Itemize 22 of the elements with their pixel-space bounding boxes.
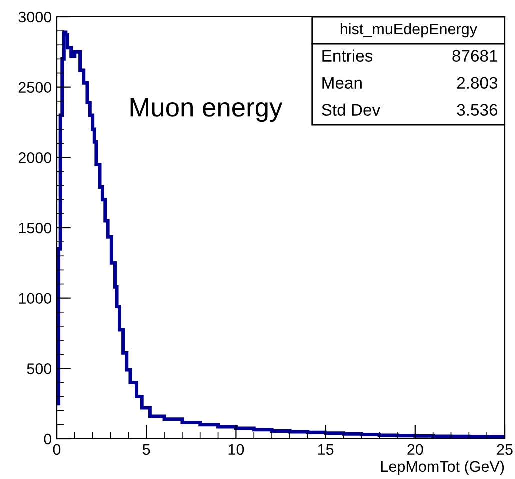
annotation: Std Dev [322, 104, 381, 116]
x-tick-label: 10 [228, 444, 244, 456]
x-axis-title: LepMomTot (GeV) [381, 460, 504, 476]
y-tick-label: 2000 [18, 152, 52, 164]
y-tick-label: 3000 [18, 12, 52, 23]
x-tick-label: 20 [408, 444, 424, 456]
annotation: Mean [322, 77, 362, 89]
annotation: Entries [322, 50, 373, 62]
x-tick-label: 15 [318, 444, 334, 456]
annotation: 87681 [452, 50, 498, 62]
y-tick-label: 2500 [18, 82, 52, 94]
annotation: hist_muEdepEnergy [340, 23, 478, 38]
x-tick-label: 0 [53, 444, 61, 456]
x-tick-label: 5 [142, 444, 150, 456]
x-tick-label: 25 [497, 444, 513, 456]
annotation: 3.536 [457, 104, 498, 116]
y-tick-label: 1000 [19, 293, 52, 304]
y-tick-label: 0 [44, 434, 52, 445]
annotation: Muon energy [130, 98, 283, 122]
annotation: 2.803 [457, 77, 498, 89]
y-tick-label: 1500 [19, 222, 52, 234]
y-tick-label: 500 [27, 364, 52, 374]
